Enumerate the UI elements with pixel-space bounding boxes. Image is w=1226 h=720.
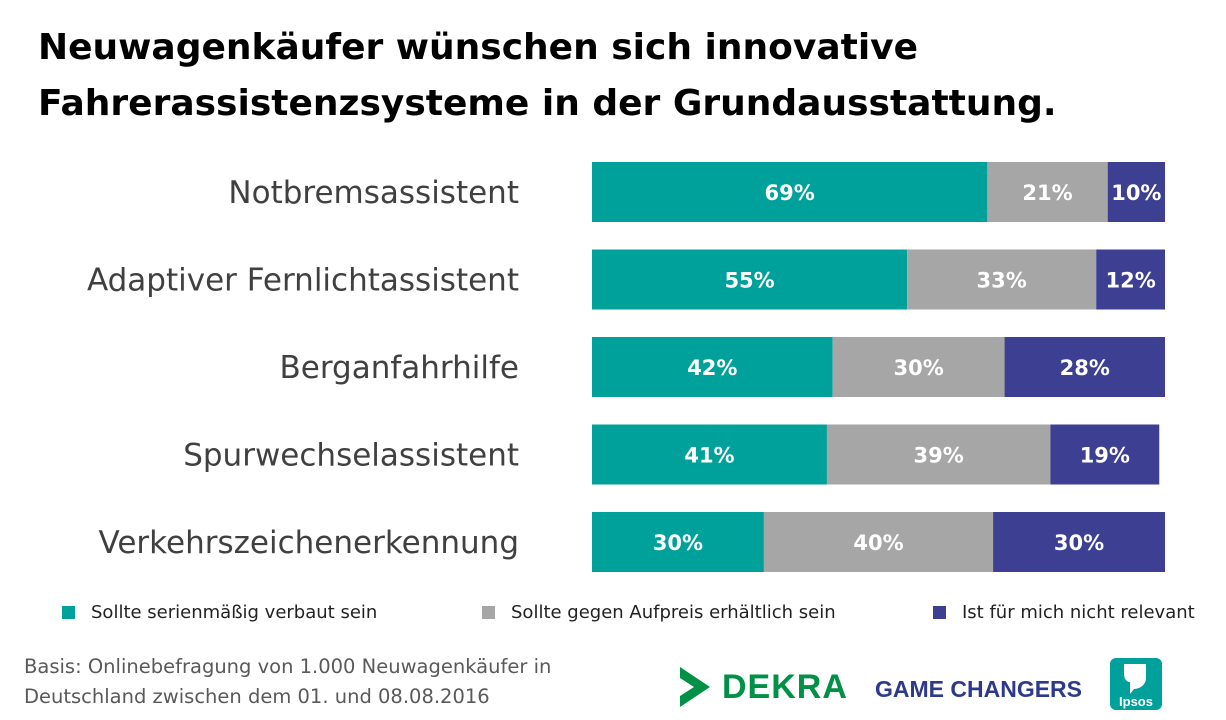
bar-segment-verkehrszeichenerkennung-series-2 <box>993 512 1165 572</box>
legend-item-serienmaessig: Sollte serienmäßig verbaut sein <box>62 600 377 624</box>
basis-line-2: Deutschland zwischen dem 01. und 08.08.2… <box>24 685 490 708</box>
legend-swatch-serienmaessig <box>62 605 75 619</box>
legend-label-nicht-relevant: Ist für mich nicht relevant <box>962 601 1195 623</box>
data-label-berganfahrhilfe-series-1: 30% <box>893 356 943 380</box>
category-label-notbremsassistent: Notbremsassistent <box>228 175 519 211</box>
bar-segment-verkehrszeichenerkennung-series-1 <box>763 512 994 572</box>
ipsos-logo-text: Ipsos <box>1119 694 1153 709</box>
data-label-adaptiver-fernlichtassistent-series-1: 33% <box>977 269 1027 293</box>
dekra-logo: DEKRA <box>676 664 848 710</box>
dekra-arrow-icon <box>680 667 710 707</box>
bar-segment-notbremsassistent-series-2 <box>1107 162 1165 222</box>
data-label-notbremsassistent-series-2: 10% <box>1111 181 1161 205</box>
data-label-adaptiver-fernlichtassistent-series-2: 12% <box>1105 269 1155 293</box>
category-label-berganfahrhilfe: Berganfahrhilfe <box>280 350 519 386</box>
data-label-berganfahrhilfe-series-2: 28% <box>1060 356 1110 380</box>
category-label-spurwechselassistent: Spurwechselassistent <box>183 438 519 474</box>
data-label-verkehrszeichenerkennung-series-1: 40% <box>853 531 903 555</box>
bar-segment-berganfahrhilfe-series-2 <box>1004 337 1165 397</box>
category-label-adaptiver-fernlichtassistent: Adaptiver Fernlichtassistent <box>87 263 519 299</box>
data-label-verkehrszeichenerkennung-series-2: 30% <box>1054 531 1104 555</box>
data-label-notbremsassistent-series-0: 69% <box>765 181 815 205</box>
bar-segment-adaptiver-fernlichtassistent-series-1 <box>907 249 1097 310</box>
ipsos-logo: Ipsos <box>1108 656 1164 712</box>
dekra-logo-text: DEKRA <box>722 667 848 706</box>
legend-label-serienmaessig: Sollte serienmäßig verbaut sein <box>91 601 378 623</box>
stacked-bar-chart: Notbremsassistent 69% 21% 10% Adaptiver Fern… <box>87 162 1165 572</box>
legend-item-nicht-relevant: Ist für mich nicht relevant <box>933 600 1195 624</box>
ipsos-logo-icon <box>1110 658 1162 710</box>
bar-segment-berganfahrhilfe-series-1 <box>832 337 1005 397</box>
basis-line-1: Basis: Onlinebefragung von 1.000 Neuwage… <box>24 655 552 678</box>
data-label-notbremsassistent-series-1: 21% <box>1022 181 1072 205</box>
bar-segment-adaptiver-fernlichtassistent-series-2 <box>1096 249 1165 310</box>
legend-swatch-nicht-relevant <box>933 605 946 619</box>
bar-segment-notbremsassistent-series-1 <box>987 162 1108 222</box>
bar-segment-spurwechselassistent-series-0 <box>592 424 827 485</box>
data-label-spurwechselassistent-series-0: 41% <box>684 444 734 468</box>
bar-segment-notbremsassistent-series-0 <box>592 162 988 222</box>
legend-item-aufpreis: Sollte gegen Aufpreis erhältlich sein <box>482 600 836 624</box>
bar-segment-adaptiver-fernlichtassistent-series-0 <box>592 249 908 310</box>
bar-segment-berganfahrhilfe-series-0 <box>592 337 833 397</box>
bar-segment-verkehrszeichenerkennung-series-0 <box>592 512 764 572</box>
legend-label-aufpreis: Sollte gegen Aufpreis erhältlich sein <box>511 601 836 623</box>
category-label-verkehrszeichenerkennung: Verkehrszeichenerkennung <box>99 525 519 561</box>
bar-segment-spurwechselassistent-series-1 <box>826 424 1051 485</box>
data-label-spurwechselassistent-series-1: 39% <box>914 444 964 468</box>
data-label-verkehrszeichenerkennung-series-0: 30% <box>653 531 703 555</box>
basis-note: Basis: Onlinebefragung von 1.000 Neuwage… <box>24 652 644 712</box>
legend-swatch-aufpreis <box>482 605 495 619</box>
data-label-adaptiver-fernlichtassistent-series-0: 55% <box>724 269 774 293</box>
data-label-spurwechselassistent-series-2: 19% <box>1080 444 1130 468</box>
bar-segment-spurwechselassistent-series-2 <box>1050 424 1160 485</box>
data-label-berganfahrhilfe-series-0: 42% <box>687 356 737 380</box>
game-changers-logo: GAME CHANGERS <box>875 676 1083 702</box>
chart-title: Neuwagenkäufer wünschen sich innovative … <box>38 27 1057 124</box>
